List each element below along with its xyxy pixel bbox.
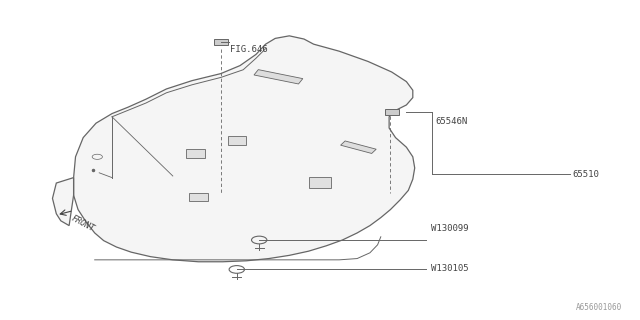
Text: 65510: 65510 (573, 170, 600, 179)
Polygon shape (214, 39, 228, 45)
Polygon shape (385, 109, 399, 115)
Polygon shape (52, 178, 74, 226)
Polygon shape (340, 141, 376, 154)
Text: FRONT: FRONT (70, 214, 97, 234)
Polygon shape (74, 36, 415, 262)
Polygon shape (309, 177, 332, 188)
Polygon shape (254, 70, 303, 84)
Polygon shape (228, 136, 246, 145)
Polygon shape (186, 149, 205, 158)
Text: FIG.646: FIG.646 (230, 45, 268, 54)
Polygon shape (189, 193, 208, 201)
Text: W130105: W130105 (431, 264, 468, 273)
Text: W130099: W130099 (431, 224, 468, 233)
Text: 65546N: 65546N (435, 117, 467, 126)
Text: A656001060: A656001060 (576, 303, 622, 312)
